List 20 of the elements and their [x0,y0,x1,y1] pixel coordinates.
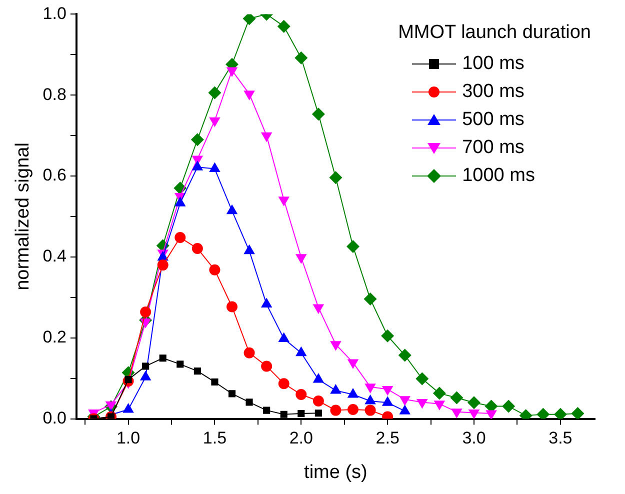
y-tick-label: 0.0 [42,408,66,428]
x-tick-label: 1.0 [116,428,140,448]
y-axis-title: normalized signal [12,142,34,290]
legend-label: 100 ms [462,53,524,76]
x-tick-label: 2.5 [376,428,400,448]
y-tick-label: 0.8 [42,84,66,104]
x-axis-title: time (s) [304,462,368,483]
legend-label: 1000 ms [462,165,535,188]
x-tick-label: 2.0 [289,428,313,448]
y-tick-label: 0.2 [42,328,66,347]
legend-label: 700 ms [462,137,524,160]
legend-title: MMOT launch duration [398,22,591,44]
legend-label: 500 ms [462,109,524,132]
x-tick-label: 3.0 [462,428,486,448]
y-tick-label: 0.4 [42,246,66,266]
x-tick-label: 3.5 [548,428,572,448]
y-tick-label: 1.0 [42,4,66,23]
legend-label: 300 ms [462,81,524,104]
x-tick-label: 1.5 [202,428,227,448]
y-tick-label: 0.6 [42,166,66,185]
